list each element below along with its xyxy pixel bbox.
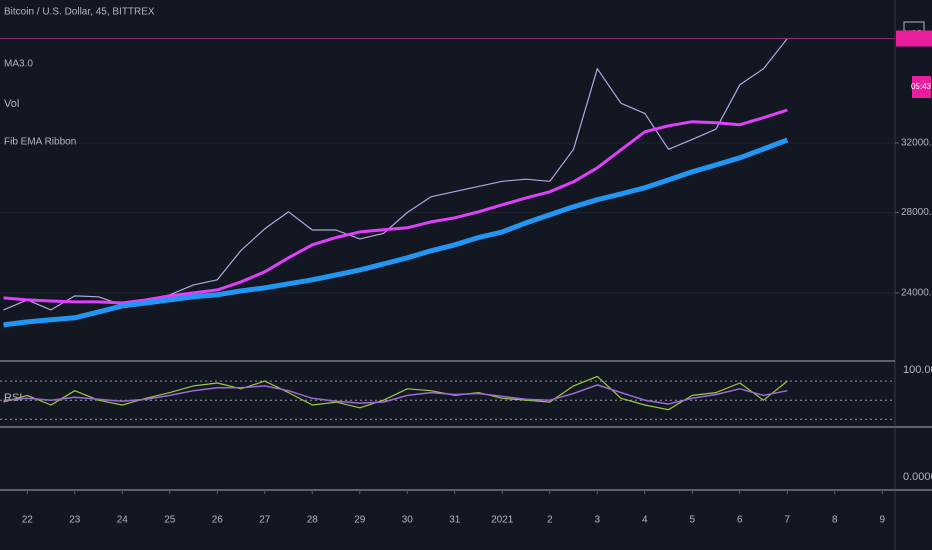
x-tick-label: 2 [547,515,553,526]
countdown: 05:43 [911,82,932,91]
series-line [3,384,788,405]
series-line [3,137,789,328]
x-tick-label: 22 [22,515,34,526]
x-tick-label: 31 [449,515,461,526]
last-price-marker [896,30,932,47]
x-tick-label: 28 [307,515,319,526]
x-tick-label: 27 [259,515,271,526]
x-tick-label: 23 [69,515,81,526]
x-tick-label: 9 [879,515,885,526]
x-tick-label: 5 [689,515,695,526]
x-tick-label: 3 [594,515,600,526]
x-tick-label: 6 [737,515,743,526]
x-tick-label: 29 [354,515,366,526]
legend-entry: Fib EMA Ribbon [4,137,76,148]
series-line [3,375,788,411]
y-tick-label: 28000.000 [901,207,932,218]
legend-entry: Bitcoin / U.S. Dollar, 45, BITTREX [4,7,155,18]
series-line [3,38,788,311]
x-tick-label: 7 [784,515,790,526]
x-tick-label: 2021 [491,515,514,526]
y-tick-label: 32000.000 [901,138,932,149]
legend-entry: MA3.0 [4,59,33,70]
x-tick-label: 25 [164,515,176,526]
series-line [3,108,788,305]
legend-vol: Vol [4,98,19,110]
x-tick-label: 30 [402,515,414,526]
countdown-box [912,76,931,98]
rsi-axis-label: 100.000 [903,364,932,376]
x-tick-label: 8 [832,515,838,526]
x-tick-label: 26 [212,515,224,526]
y-tick-label: 24000.000 [901,288,932,299]
x-tick-label: 24 [117,515,129,526]
lower-axis-label: 0.00000 [903,471,932,483]
x-tick-label: 4 [642,515,648,526]
